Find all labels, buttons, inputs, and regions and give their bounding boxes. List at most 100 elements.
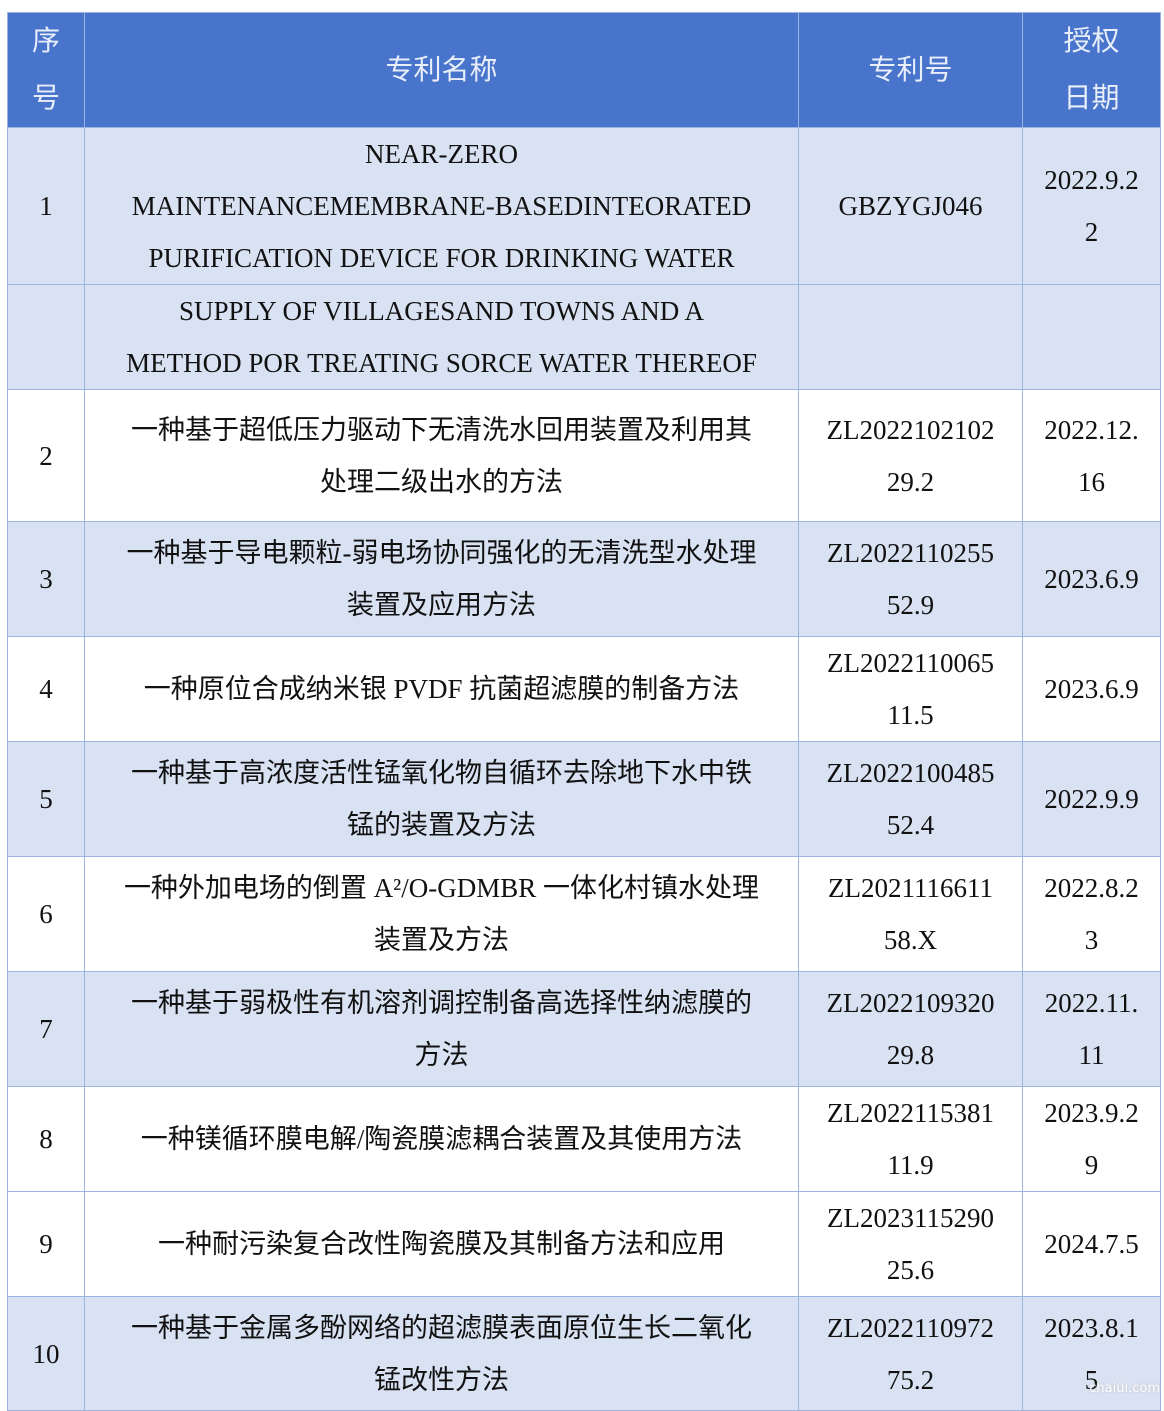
header-patent-name: 专利名称 bbox=[84, 12, 799, 128]
cell-text: 9 bbox=[39, 1229, 53, 1259]
cell-index: 5 bbox=[7, 741, 85, 857]
table-row: 6 一种外加电场的倒置 A²/O-GDMBR 一体化村镇水处理 装置及方法 ZL202… bbox=[7, 856, 1161, 972]
cell-text: 4 bbox=[39, 674, 53, 704]
header-grant-date: 授权 日期 bbox=[1022, 12, 1161, 128]
cell-text: 11.9 bbox=[887, 1150, 934, 1180]
cell-text: 25.6 bbox=[886, 1255, 935, 1285]
cell-patent-name: 一种镁循环膜电解/陶瓷膜滤耦合装置及其使用方法 bbox=[84, 1086, 799, 1192]
header-patent-number: 专利号 bbox=[798, 12, 1023, 128]
cell-patent-name: 一种基于金属多酚网络的超滤膜表面原位生长二氧化 锰改性方法 bbox=[84, 1296, 799, 1411]
cell-patent-number: ZL2022110255 52.9 bbox=[798, 521, 1023, 637]
cell-text: ZL2022110255 bbox=[827, 538, 994, 568]
cell-grant-date: 2022.8.2 3 bbox=[1022, 856, 1161, 972]
header-text: 号 bbox=[31, 83, 60, 114]
cell-index: 3 bbox=[7, 521, 85, 637]
cell-text: 6 bbox=[39, 899, 53, 929]
cell-text: 3 bbox=[1084, 925, 1099, 955]
cell-text: 11 bbox=[1078, 1040, 1105, 1070]
cell-text: 8 bbox=[39, 1124, 53, 1154]
cell-text: 58.X bbox=[883, 925, 938, 955]
cell-patent-number: ZL2022115381 11.9 bbox=[798, 1086, 1023, 1192]
table-row: SUPPLY OF VILLAGESAND TOWNS AND A METHOD … bbox=[7, 284, 1161, 390]
header-text: 序 bbox=[31, 26, 60, 57]
cell-text: 9 bbox=[1084, 1150, 1099, 1180]
cell-text: 一种基于弱极性有机溶剂调控制备高选择性纳滤膜的 bbox=[131, 988, 752, 1018]
cell-patent-name: 一种基于导电颗粒-弱电场协同强化的无清洗型水处理 装置及应用方法 bbox=[84, 521, 799, 637]
cell-text: 1 bbox=[39, 191, 53, 221]
cell-text: 2023.9.2 bbox=[1044, 1098, 1139, 1128]
cell-text: 2 bbox=[1084, 217, 1099, 247]
cell-text: 处理二级出水的方法 bbox=[320, 466, 563, 497]
header-row: 序号 专利名称 专利号 授权 日期 bbox=[7, 12, 1161, 128]
cell-text: 方法 bbox=[414, 1040, 469, 1070]
cell-text: 2023.6.9 bbox=[1044, 674, 1139, 704]
cell-text: 2 bbox=[39, 440, 53, 471]
table-row: 8 一种镁循环膜电解/陶瓷膜滤耦合装置及其使用方法 ZL2022115381 11.9… bbox=[7, 1086, 1161, 1192]
cell-text: 3 bbox=[39, 564, 53, 594]
cell-index bbox=[7, 284, 85, 390]
cell-text: 2022.12. bbox=[1044, 414, 1139, 445]
cell-text: 2024.7.5 bbox=[1044, 1229, 1139, 1259]
cell-grant-date: 2024.7.5 bbox=[1022, 1191, 1161, 1297]
cell-patent-name: SUPPLY OF VILLAGESAND TOWNS AND A METHOD … bbox=[84, 284, 799, 390]
cell-patent-number: ZL2022110065 11.5 bbox=[798, 636, 1023, 742]
table-row: 10 一种基于金属多酚网络的超滤膜表面原位生长二氧化 锰改性方法 ZL20221109… bbox=[7, 1296, 1161, 1411]
cell-text: 一种原位合成纳米银 PVDF 抗菌超滤膜的制备方法 bbox=[143, 674, 740, 704]
cell-grant-date: 2022.9.2 2 bbox=[1022, 127, 1161, 285]
cell-text: 2022.11. bbox=[1044, 988, 1139, 1018]
header-index: 序号 bbox=[7, 12, 85, 128]
cell-text: 7 bbox=[39, 1014, 53, 1044]
cell-text: 装置及应用方法 bbox=[347, 590, 536, 620]
header-text: 授权 bbox=[1063, 26, 1120, 57]
cell-text: 装置及方法 bbox=[374, 925, 509, 955]
cell-text: 2022.9.9 bbox=[1044, 784, 1139, 814]
cell-index: 2 bbox=[7, 389, 85, 522]
cell-text: 2022.8.2 bbox=[1044, 873, 1139, 903]
cell-text: NEAR-ZERO bbox=[365, 139, 518, 169]
cell-grant-date: 2023.9.2 9 bbox=[1022, 1086, 1161, 1192]
cell-patent-number: ZL2022102102 29.2 bbox=[798, 389, 1023, 522]
cell-grant-date: 2023.6.9 bbox=[1022, 636, 1161, 742]
cell-text: PURIFICATION DEVICE FOR DRINKING WATER bbox=[148, 243, 735, 273]
cell-patent-number: ZL2021116611 58.X bbox=[798, 856, 1023, 972]
cell-patent-number bbox=[798, 284, 1023, 390]
cell-patent-name: 一种基于超低压力驱动下无清洗水回用装置及利用其 处理二级出水的方法 bbox=[84, 389, 799, 522]
cell-text: ZL2022102102 bbox=[826, 414, 995, 445]
cell-patent-number: ZL2022100485 52.4 bbox=[798, 741, 1023, 857]
cell-text: 2023.8.1 bbox=[1044, 1312, 1139, 1343]
header-text: 日期 bbox=[1063, 83, 1120, 114]
cell-text: 一种耐污染复合改性陶瓷膜及其制备方法和应用 bbox=[158, 1229, 725, 1259]
cell-grant-date: 2022.12. 16 bbox=[1022, 389, 1161, 522]
cell-patent-name: 一种基于高浓度活性锰氧化物自循环去除地下水中铁 锰的装置及方法 bbox=[84, 741, 799, 857]
table-row: 7 一种基于弱极性有机溶剂调控制备高选择性纳滤膜的 方法 ZL2022109320 29… bbox=[7, 971, 1161, 1087]
cell-text: 锰的装置及方法 bbox=[347, 810, 536, 840]
patent-table: 序号 专利名称 专利号 授权 日期 1 NEAR-ZERO MAINTENANCEMEMBR… bbox=[7, 12, 1161, 1411]
cell-text: 2022.9.2 bbox=[1044, 165, 1139, 195]
cell-text: ZL2022115381 bbox=[827, 1098, 994, 1128]
cell-patent-name: NEAR-ZERO MAINTENANCEMEMBRANE-BASEDINTEOR… bbox=[84, 127, 799, 285]
cell-grant-date bbox=[1022, 284, 1161, 390]
cell-patent-number: ZL2022110972 75.2 bbox=[798, 1296, 1023, 1411]
cell-text: GBZYGJ046 bbox=[838, 191, 983, 221]
cell-index: 7 bbox=[7, 971, 85, 1087]
watermark: chaiui.com bbox=[1089, 1381, 1160, 1396]
cell-index: 10 bbox=[7, 1296, 85, 1411]
cell-text: 一种外加电场的倒置 A²/O-GDMBR 一体化村镇水处理 bbox=[123, 873, 760, 903]
table-row: 5 一种基于高浓度活性锰氧化物自循环去除地下水中铁 锰的装置及方法 ZL2022100… bbox=[7, 741, 1161, 857]
cell-text: ZL2022110065 bbox=[827, 648, 994, 678]
table-row: 9 一种耐污染复合改性陶瓷膜及其制备方法和应用 ZL2023115290 25.6 20… bbox=[7, 1191, 1161, 1297]
cell-patent-number: GBZYGJ046 bbox=[798, 127, 1023, 285]
cell-index: 8 bbox=[7, 1086, 85, 1192]
cell-grant-date: 2022.9.9 bbox=[1022, 741, 1161, 857]
cell-text: 5 bbox=[1084, 1364, 1099, 1395]
cell-patent-number: ZL2023115290 25.6 bbox=[798, 1191, 1023, 1297]
cell-text: 一种基于超低压力驱动下无清洗水回用装置及利用其 bbox=[131, 414, 752, 445]
table-row: 4 一种原位合成纳米银 PVDF 抗菌超滤膜的制备方法 ZL2022110065 11… bbox=[7, 636, 1161, 742]
cell-text: 一种镁循环膜电解/陶瓷膜滤耦合装置及其使用方法 bbox=[140, 1124, 743, 1154]
cell-text: 11.5 bbox=[887, 700, 934, 730]
cell-text: METHOD POR TREATING SORCE WATER THEREOF bbox=[126, 348, 757, 378]
cell-grant-date: 2023.6.9 bbox=[1022, 521, 1161, 637]
table-row: 3 一种基于导电颗粒-弱电场协同强化的无清洗型水处理 装置及应用方法 ZL202211… bbox=[7, 521, 1161, 637]
cell-text: MAINTENANCEMEMBRANE-BASEDINTEORATED bbox=[131, 191, 752, 221]
cell-index: 4 bbox=[7, 636, 85, 742]
